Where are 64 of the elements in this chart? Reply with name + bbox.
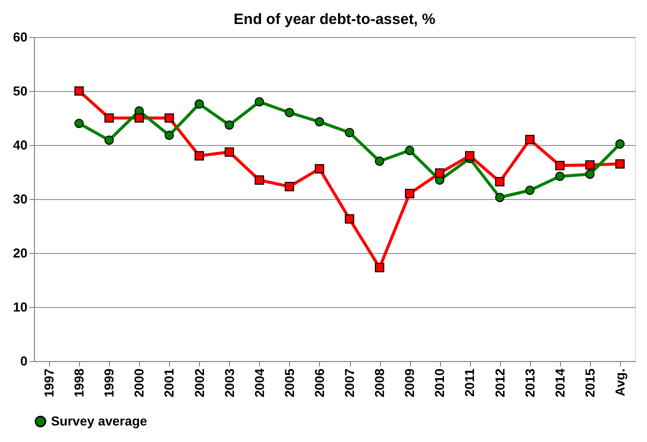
point [74,86,84,96]
x-tick-label: Avg. [612,368,628,396]
y-tick-label: 40 [13,138,28,152]
point [525,186,535,196]
point [254,175,264,185]
point [434,168,444,178]
point [74,118,84,128]
point [254,97,264,106]
y-tick-label: 60 [13,30,28,44]
point [525,134,535,144]
point [404,146,414,156]
point [164,130,174,140]
point [495,192,504,202]
x-tick-label: 2011 [462,368,478,397]
x-tick-label: 2007 [342,368,358,398]
x-tick-label: 2000 [132,368,147,398]
point [585,169,595,179]
point [224,120,234,130]
point [555,172,565,181]
x-tick-label: 2008 [372,368,388,398]
y-tick-label: 20 [13,246,28,260]
x-tick-label: 2015 [582,368,598,398]
point [134,113,144,123]
y-tick-label: 0 [20,354,28,368]
point [284,108,294,118]
point [104,135,114,145]
point [344,214,354,224]
point [164,113,174,123]
point [615,159,625,169]
point [224,147,234,157]
x-tick-label: 2010 [432,368,448,398]
x-tick-label: 2001 [162,368,177,398]
point [465,151,474,160]
point [314,117,324,126]
y-tick-label: 30 [13,192,28,206]
x-tick-label: 1999 [102,368,117,398]
x-tick-label: 2006 [312,368,327,398]
x-tick-label: 1998 [72,368,87,398]
point [374,156,384,166]
point [344,128,354,138]
x-tick-label: 2004 [252,368,267,398]
x-tick-label: 2003 [222,368,237,398]
point [314,164,324,174]
y-tick-label: 10 [13,300,28,314]
x-tick-label: 2002 [192,368,207,398]
x-tick-label: 2013 [522,368,538,398]
x-tick-label: 2012 [492,368,508,398]
chart-title: End of year debt-to-asset, % [234,11,436,28]
point [374,262,384,272]
point [555,160,565,170]
point [194,99,204,109]
x-tick-label: 2005 [282,368,297,398]
y-tick-label: 50 [13,84,28,98]
legend-label: Survey average [51,414,148,428]
x-tick-label: 1997 [42,368,57,398]
point [615,139,625,149]
point [404,188,414,198]
x-tick-label: 2014 [552,368,568,398]
point [194,151,204,160]
point [585,160,595,170]
point [495,177,504,186]
point [284,182,294,192]
x-tick-label: 2009 [402,368,418,398]
point [104,113,114,123]
